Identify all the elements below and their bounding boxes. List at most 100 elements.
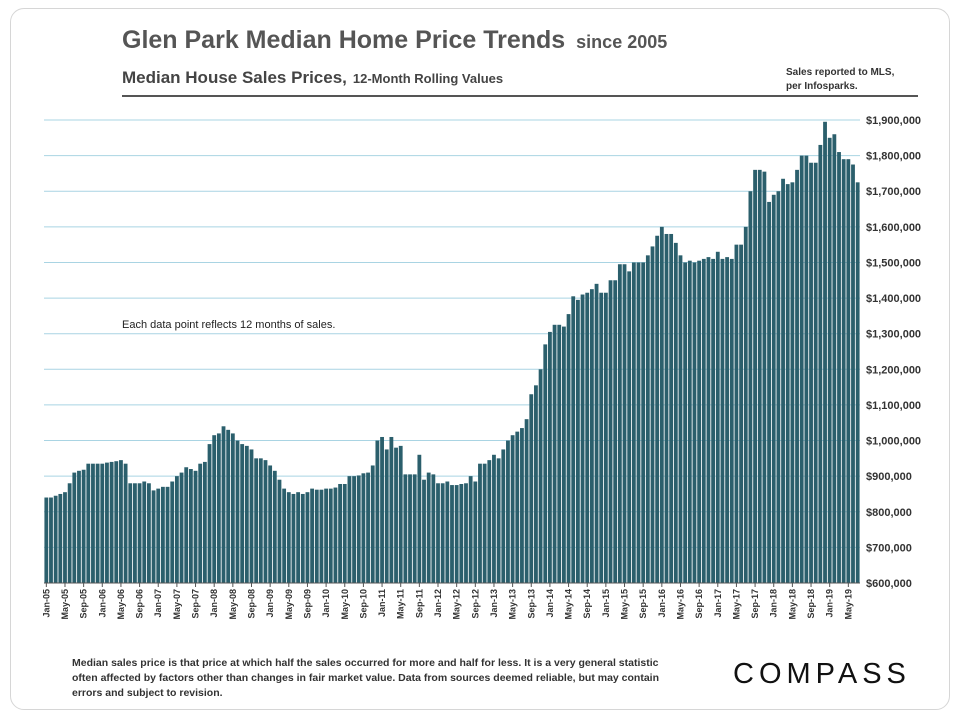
bar bbox=[198, 463, 203, 583]
bar bbox=[431, 474, 436, 583]
bar bbox=[664, 233, 669, 583]
bar bbox=[258, 458, 263, 583]
bar bbox=[636, 262, 641, 583]
bar bbox=[300, 493, 305, 583]
x-tick-label: Jan-11 bbox=[377, 589, 387, 617]
x-tick-label: Jan-05 bbox=[41, 589, 51, 618]
x-tick-label: Jan-18 bbox=[769, 589, 779, 618]
x-tick-label: Jan-17 bbox=[713, 589, 723, 618]
bar bbox=[49, 497, 53, 583]
x-tick-label: May-07 bbox=[172, 589, 182, 620]
bar bbox=[473, 481, 478, 583]
bar bbox=[408, 474, 412, 583]
bar bbox=[585, 292, 590, 583]
bar bbox=[599, 292, 604, 583]
x-tick-label: May-06 bbox=[116, 589, 126, 620]
bar bbox=[380, 436, 384, 583]
bar bbox=[776, 191, 781, 584]
bar bbox=[221, 426, 226, 583]
bar bbox=[170, 481, 175, 583]
bar bbox=[361, 473, 366, 583]
x-tick-label: Sep-10 bbox=[358, 589, 368, 619]
bar bbox=[389, 436, 394, 583]
y-tick-label: $600,000 bbox=[866, 578, 912, 590]
bar bbox=[254, 458, 259, 583]
bar bbox=[832, 134, 837, 583]
bar bbox=[575, 299, 580, 583]
bar bbox=[678, 255, 683, 583]
bar bbox=[137, 483, 142, 583]
x-tick-label: May-18 bbox=[787, 589, 797, 620]
x-tick-label: Sep-15 bbox=[638, 589, 648, 619]
bar bbox=[571, 296, 576, 583]
bar bbox=[454, 485, 459, 583]
bar bbox=[627, 271, 632, 583]
bar bbox=[147, 483, 151, 583]
x-tick-label: May-17 bbox=[731, 589, 741, 620]
x-tick-label: Jan-16 bbox=[657, 589, 667, 618]
bar bbox=[398, 445, 403, 583]
bar bbox=[296, 492, 301, 583]
bar bbox=[487, 460, 492, 583]
bar bbox=[711, 258, 716, 583]
bar bbox=[160, 486, 165, 583]
bar bbox=[510, 435, 515, 583]
bar bbox=[673, 242, 678, 583]
bar bbox=[109, 461, 114, 583]
bar bbox=[557, 324, 562, 583]
x-tick-label: May-09 bbox=[284, 589, 294, 620]
y-tick-label: $1,000,000 bbox=[866, 436, 921, 448]
bar bbox=[77, 470, 81, 583]
x-tick-label: May-15 bbox=[620, 589, 630, 620]
bar bbox=[622, 264, 627, 583]
x-tick-label: Sep-06 bbox=[135, 589, 145, 619]
bar bbox=[277, 479, 282, 583]
bar bbox=[240, 444, 245, 583]
bar bbox=[310, 488, 315, 583]
bar bbox=[650, 246, 655, 583]
bar bbox=[757, 169, 762, 584]
x-tick-label: Sep-18 bbox=[806, 589, 816, 619]
x-tick-label: Jan-10 bbox=[321, 589, 331, 618]
bar bbox=[762, 171, 767, 583]
bar bbox=[739, 244, 744, 583]
bar bbox=[683, 262, 688, 583]
bar bbox=[230, 433, 235, 583]
x-tick-label: Sep-12 bbox=[470, 589, 480, 619]
bar bbox=[580, 294, 585, 583]
bar bbox=[478, 463, 482, 583]
x-tick-label: Jan-19 bbox=[825, 589, 835, 618]
y-tick-label: $1,200,000 bbox=[866, 364, 921, 376]
bar bbox=[846, 159, 851, 583]
bar bbox=[641, 262, 646, 583]
bar bbox=[119, 460, 123, 583]
bar bbox=[496, 458, 501, 583]
bar bbox=[841, 159, 846, 583]
bar bbox=[851, 164, 855, 583]
bar bbox=[799, 155, 804, 583]
footer-disclaimer: Median sales price is that price at whic… bbox=[72, 657, 659, 699]
bar bbox=[440, 483, 445, 583]
bar bbox=[412, 474, 417, 583]
bar bbox=[520, 428, 524, 583]
bar bbox=[328, 488, 333, 583]
bar bbox=[436, 483, 440, 583]
bar bbox=[128, 483, 133, 583]
x-tick-label: Jan-09 bbox=[265, 589, 275, 618]
bar bbox=[827, 137, 832, 583]
bar bbox=[445, 481, 450, 583]
title-main: Glen Park Median Home Price Trends bbox=[122, 26, 566, 54]
bar bbox=[202, 461, 207, 583]
bar bbox=[734, 244, 739, 583]
bar bbox=[492, 454, 496, 583]
bar bbox=[212, 435, 217, 583]
x-tick-label: Sep-14 bbox=[582, 589, 592, 619]
x-tick-label: May-13 bbox=[508, 589, 518, 620]
bar bbox=[86, 463, 91, 583]
y-tick-label: $1,400,000 bbox=[866, 293, 921, 305]
bar bbox=[818, 144, 823, 583]
page-title: Glen Park Median Home Price Trends since… bbox=[122, 26, 667, 55]
bar bbox=[352, 476, 356, 583]
bar bbox=[725, 257, 730, 583]
bar bbox=[156, 488, 161, 583]
